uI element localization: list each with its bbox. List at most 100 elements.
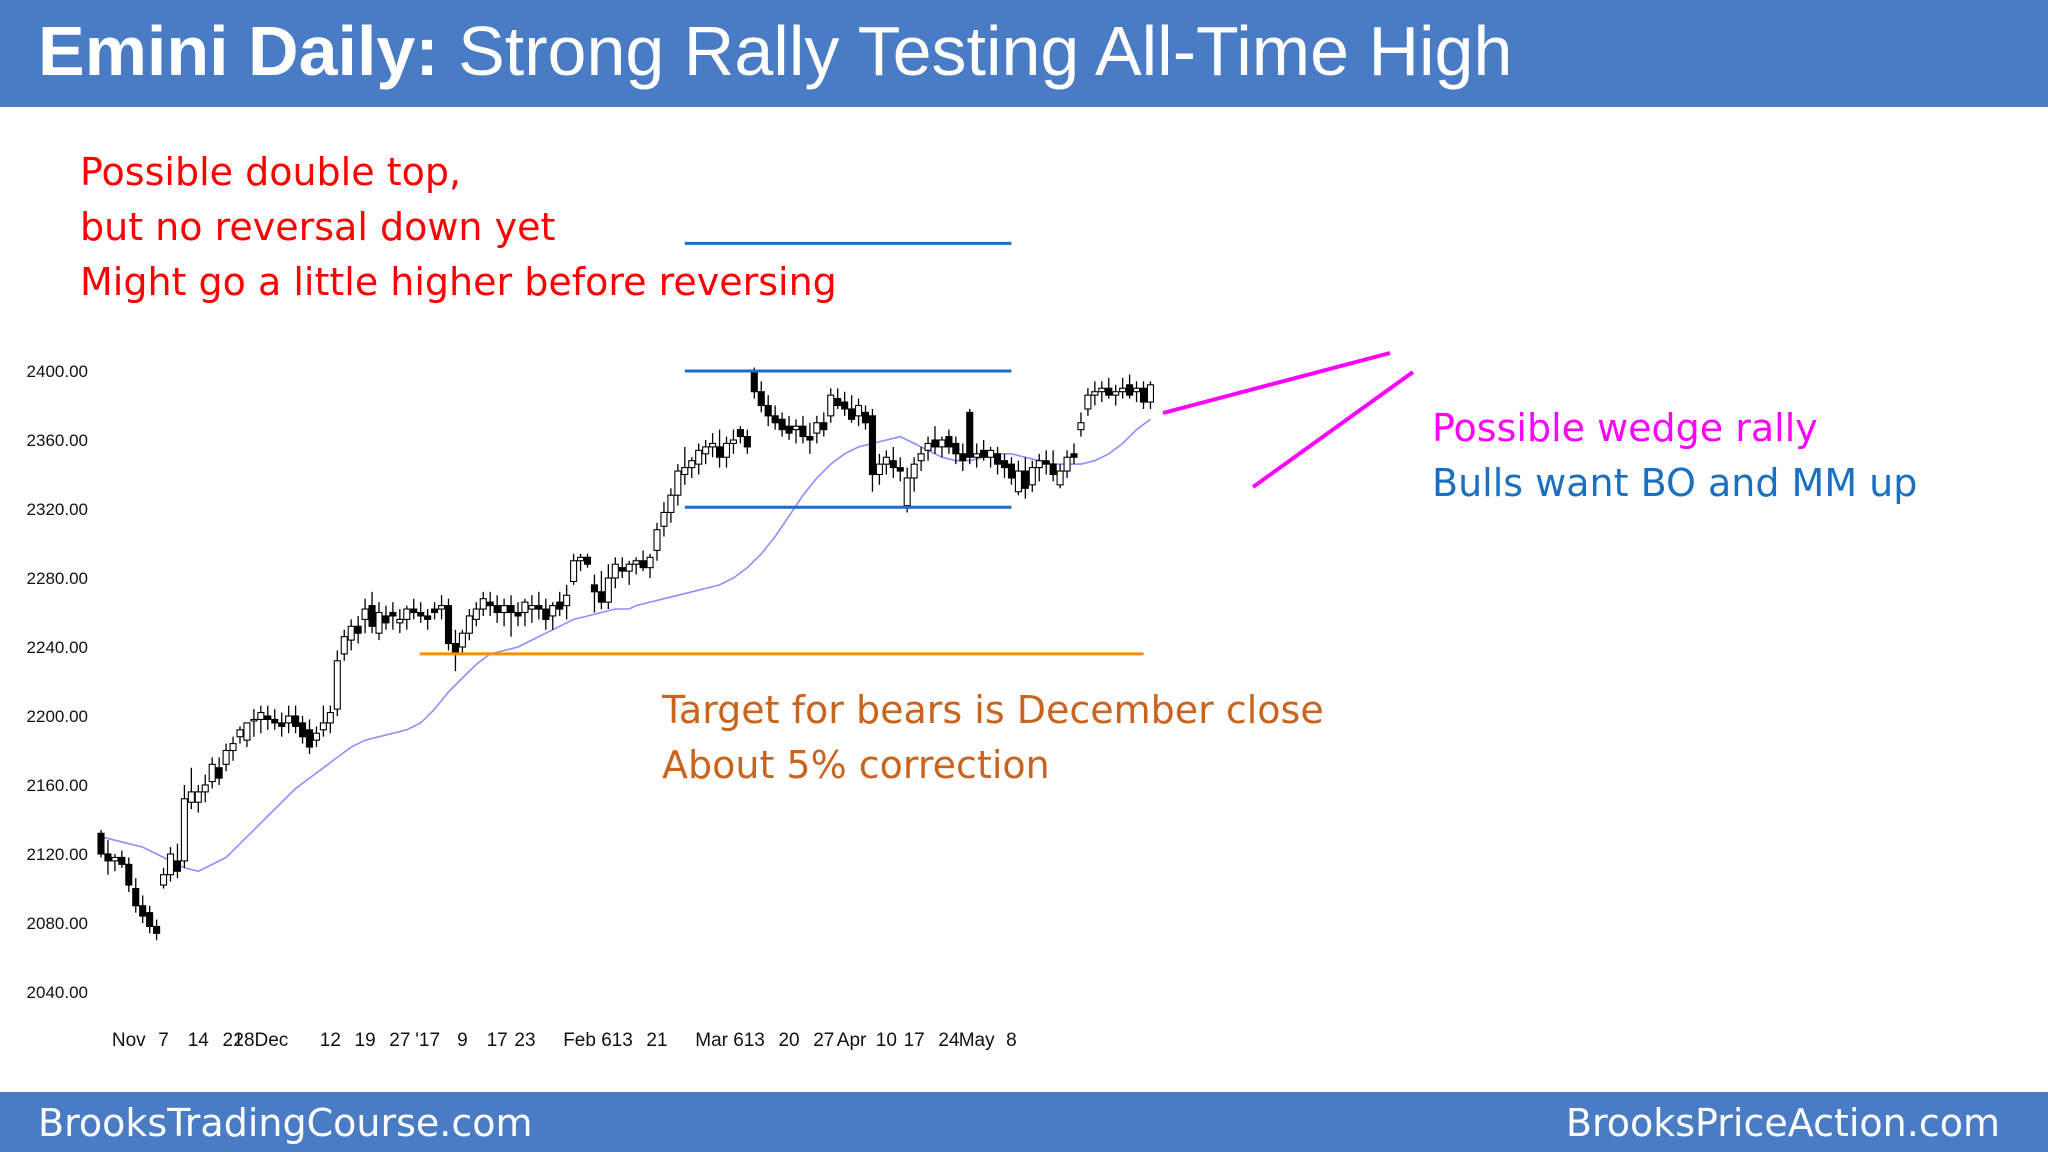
candle <box>118 850 126 868</box>
candle-body-up <box>702 446 710 455</box>
candle <box>820 412 828 437</box>
candle-body-down <box>444 605 453 645</box>
candle <box>611 557 619 589</box>
footer-left-link[interactable]: BrooksTradingCourse.com <box>38 1101 533 1145</box>
candle <box>201 774 209 803</box>
candle-body-up <box>1133 387 1141 393</box>
candle <box>848 395 856 423</box>
candle-body-down <box>1042 460 1050 465</box>
candle <box>354 615 362 644</box>
candle <box>1105 377 1113 399</box>
candle-body-up <box>1091 391 1099 396</box>
candle <box>486 591 494 616</box>
candle-body-down <box>799 425 807 438</box>
candle-body-down <box>639 560 647 569</box>
candle <box>639 550 647 572</box>
candle <box>431 602 439 620</box>
candle-body-down <box>750 370 758 393</box>
candle <box>410 598 418 620</box>
candle-body-up <box>1084 394 1092 410</box>
candle-body-up <box>458 632 466 648</box>
candle <box>160 867 168 889</box>
candle-body-up <box>681 467 689 476</box>
candle-body-up <box>375 611 383 634</box>
candle <box>757 381 765 413</box>
candle-body-down <box>785 425 793 434</box>
candle-body-down <box>945 435 953 448</box>
candle <box>1028 460 1036 492</box>
candle-body-down <box>173 860 181 872</box>
candle-body-down <box>848 408 856 420</box>
candle-body-up <box>632 560 640 565</box>
bears-target-note: Target for bears is December close About… <box>662 683 1324 793</box>
y-tick-label: 2040.00 <box>27 983 88 1002</box>
candle <box>667 488 675 523</box>
candle <box>97 829 105 858</box>
bulls-note: Bulls want BO and MM up <box>1432 461 1918 505</box>
candle-body-up <box>361 608 369 620</box>
candle <box>570 553 578 585</box>
candle <box>903 467 911 513</box>
candle <box>889 446 897 478</box>
x-tick-label: 19 <box>355 1030 376 1051</box>
candle-body-up <box>910 463 918 479</box>
candle <box>451 629 460 672</box>
candle-body-up <box>312 732 321 741</box>
candle-body-up <box>987 449 995 458</box>
candle-body-down <box>354 625 362 634</box>
candle <box>945 429 953 454</box>
candle-body-up <box>1014 470 1022 493</box>
candle <box>1146 381 1154 409</box>
x-tick-label: 13 <box>612 1030 633 1051</box>
wedge-upper-line <box>1162 351 1391 415</box>
candle <box>556 591 564 616</box>
y-tick-label: 2200.00 <box>27 707 88 726</box>
y-tick-label: 2400.00 <box>27 362 88 381</box>
candle-body-down <box>431 608 439 614</box>
candle-body-up <box>403 608 411 620</box>
candle <box>875 453 883 485</box>
candle-body-down <box>736 429 744 438</box>
candle-body-up <box>528 605 536 610</box>
candle-body-down <box>834 398 842 407</box>
candle-body-up <box>917 453 925 462</box>
wedge-lower-line <box>1251 370 1415 489</box>
candle-body-down <box>493 605 501 614</box>
y-tick-label: 2280.00 <box>27 569 88 588</box>
candle-body-up <box>194 791 202 803</box>
footer-right-link[interactable]: BrooksPriceAction.com <box>1565 1101 2000 1145</box>
candle-body-down <box>889 460 897 469</box>
candle-body-down <box>931 439 939 448</box>
candle <box>187 767 195 810</box>
candle-body-down <box>980 449 988 458</box>
candle-body-down <box>966 411 974 458</box>
candle-body-down <box>896 467 904 472</box>
candle <box>305 719 314 754</box>
candle <box>646 553 654 578</box>
candle-body-down <box>389 611 397 617</box>
candle-body-down <box>535 605 543 610</box>
y-tick-label: 2160.00 <box>27 776 88 795</box>
candle <box>854 398 863 427</box>
candle-body-down <box>146 912 154 928</box>
candle <box>674 464 682 506</box>
candle-body-down <box>1070 453 1078 458</box>
candle <box>563 584 571 620</box>
candle <box>653 522 661 561</box>
candle <box>715 429 724 468</box>
candle <box>528 595 536 623</box>
candle <box>444 598 453 651</box>
candle-body-up <box>333 660 341 710</box>
candle-body-up <box>667 494 675 514</box>
candle <box>966 408 974 465</box>
candle-body-up <box>180 798 188 862</box>
candle <box>695 443 703 475</box>
candle-body-down <box>514 611 522 617</box>
candle <box>125 857 133 892</box>
x-tick-label: May <box>959 1030 995 1051</box>
candle-body-up <box>222 749 230 765</box>
candle <box>396 609 404 634</box>
candle-body-up <box>160 874 168 886</box>
candle-body-down <box>271 718 279 724</box>
candle <box>597 571 605 610</box>
